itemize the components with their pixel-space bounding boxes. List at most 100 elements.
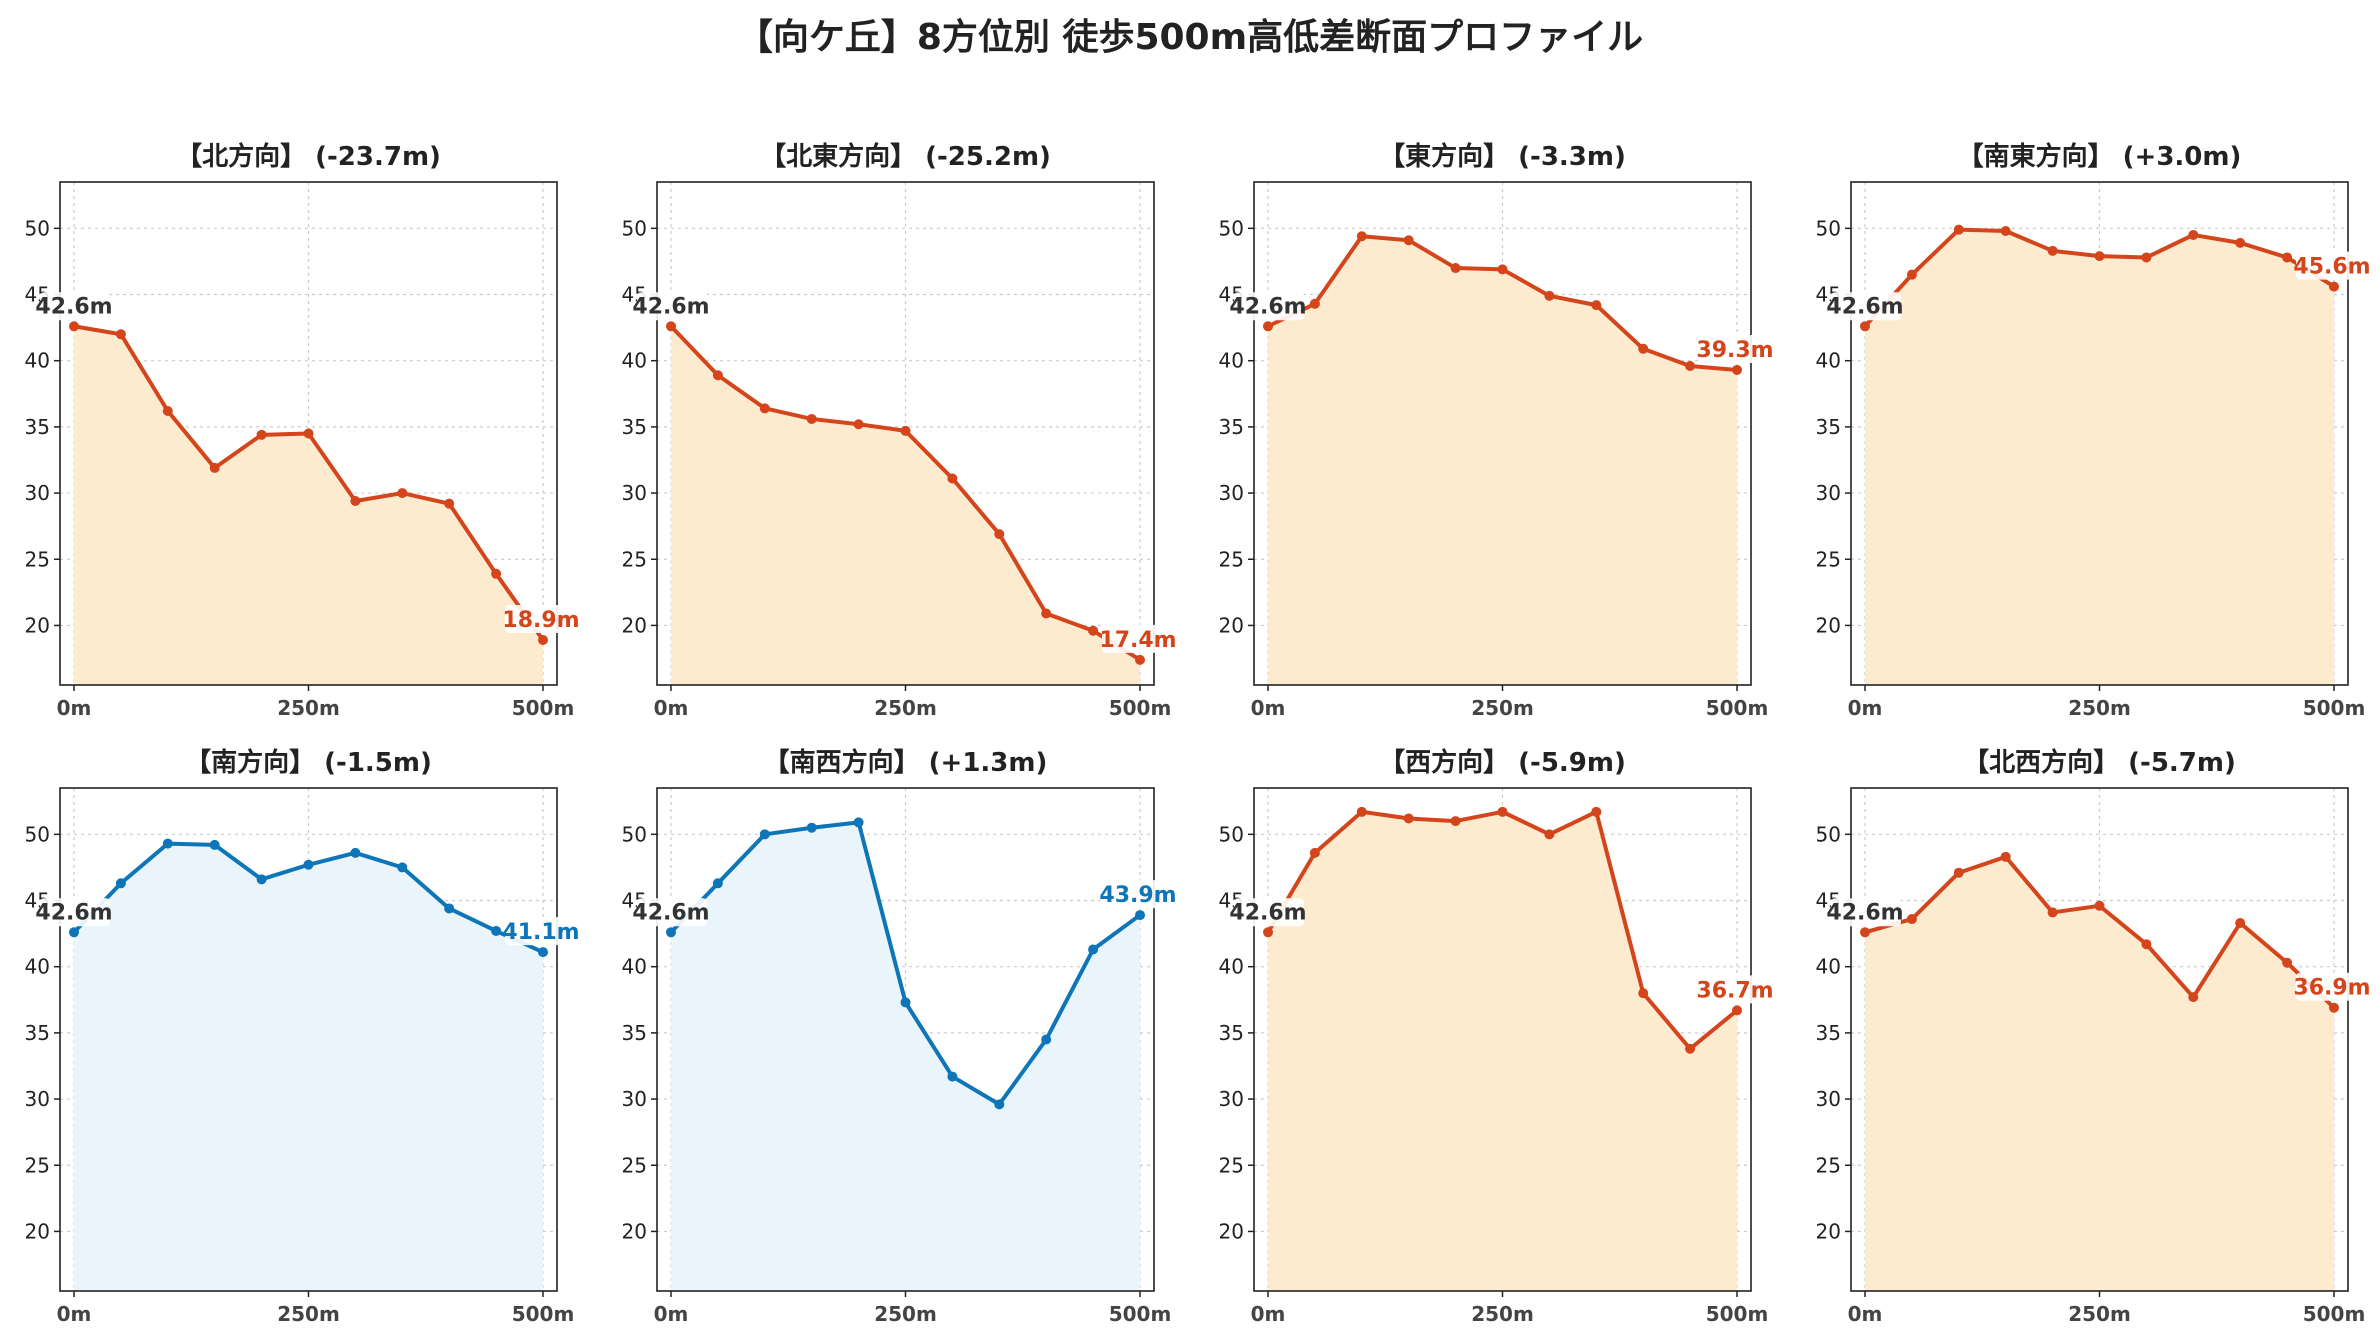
data-point xyxy=(2000,225,2011,236)
end-label-box xyxy=(1102,880,1174,909)
start-label-box xyxy=(637,292,707,321)
data-point xyxy=(350,496,361,507)
y-tick-label: 30 xyxy=(1219,1087,1244,1111)
y-tick-label: 25 xyxy=(25,547,50,571)
data-point xyxy=(1263,321,1273,332)
y-tick-label: 25 xyxy=(1219,1153,1244,1177)
page-title: 【向ケ丘】8方位別 徒歩500m高低差断面プロファイル xyxy=(736,17,1644,58)
y-tick-label: 50 xyxy=(622,216,647,240)
elevation-area xyxy=(1268,236,1737,685)
y-tick-label: 40 xyxy=(622,955,647,979)
end-label-box xyxy=(505,604,577,633)
y-tick-label: 30 xyxy=(622,1087,647,1111)
start-elevation-label: 42.6m xyxy=(1229,294,1306,319)
data-point xyxy=(2047,907,2058,918)
data-point xyxy=(1309,298,1320,309)
data-point xyxy=(256,874,267,885)
y-tick-label: 35 xyxy=(1816,1021,1841,1045)
y-tick-label: 30 xyxy=(1219,481,1244,505)
end-elevation-label: 17.4m xyxy=(1099,628,1176,653)
y-tick-label: 20 xyxy=(1219,1219,1244,1243)
data-point xyxy=(1685,360,1696,371)
data-point xyxy=(900,425,911,436)
y-tick-label: 25 xyxy=(1816,547,1841,571)
data-point xyxy=(491,568,502,579)
data-point xyxy=(712,878,723,889)
y-tick-label: 35 xyxy=(1219,415,1244,439)
y-tick-label: 50 xyxy=(25,822,50,846)
data-point xyxy=(1591,806,1602,817)
x-tick-label: 0m xyxy=(1848,696,1883,720)
y-tick-label: 50 xyxy=(1219,822,1244,846)
start-label-box xyxy=(1234,292,1304,321)
chart-title: 【北東方向】 (-25.2m) xyxy=(760,142,1051,172)
x-tick-label: 250m xyxy=(277,1302,340,1326)
data-point xyxy=(1041,1034,1052,1045)
x-tick-label: 250m xyxy=(277,696,340,720)
start-elevation-label: 42.6m xyxy=(632,294,709,319)
chart-title: 【西方向】 (-5.9m) xyxy=(1379,748,1626,778)
data-point xyxy=(994,529,1005,540)
data-point xyxy=(1953,224,1964,235)
data-point xyxy=(1497,806,1508,817)
data-point xyxy=(1906,914,1917,925)
x-tick-label: 500m xyxy=(512,1302,575,1326)
data-point xyxy=(2282,252,2293,263)
data-point xyxy=(350,847,361,858)
data-point xyxy=(2047,245,2058,256)
data-point xyxy=(1544,290,1555,301)
data-point xyxy=(1403,235,1414,246)
data-point xyxy=(1450,816,1461,827)
elevation-area xyxy=(671,326,1140,685)
data-point xyxy=(69,321,79,332)
data-point xyxy=(303,859,314,870)
y-tick-label: 35 xyxy=(1219,1021,1244,1045)
x-tick-label: 250m xyxy=(874,1302,937,1326)
start-label-box xyxy=(40,898,110,927)
y-tick-label: 30 xyxy=(622,481,647,505)
data-point xyxy=(538,634,548,645)
y-tick-label: 30 xyxy=(1816,1087,1841,1111)
end-label-box xyxy=(1102,624,1174,653)
end-label-box xyxy=(2296,972,2368,1001)
start-elevation-label: 42.6m xyxy=(632,900,709,925)
end-label-box xyxy=(1699,975,1771,1004)
elevation-area xyxy=(671,822,1140,1291)
data-point xyxy=(1732,1005,1742,1016)
data-point xyxy=(994,1099,1005,1110)
y-tick-label: 30 xyxy=(1816,481,1841,505)
y-tick-label: 25 xyxy=(622,1153,647,1177)
data-point xyxy=(115,878,126,889)
x-tick-label: 500m xyxy=(1706,1302,1769,1326)
data-point xyxy=(1732,364,1742,375)
elevation-area xyxy=(74,843,543,1291)
data-point xyxy=(2188,229,2199,240)
data-point xyxy=(759,403,770,414)
y-tick-label: 25 xyxy=(622,547,647,571)
end-label-box xyxy=(1699,334,1771,363)
y-tick-label: 50 xyxy=(1816,216,1841,240)
chart-title: 【北方向】 (-23.7m) xyxy=(176,142,441,172)
y-tick-label: 40 xyxy=(1219,955,1244,979)
data-point xyxy=(162,838,173,849)
y-tick-label: 50 xyxy=(1816,822,1841,846)
y-tick-label: 35 xyxy=(25,415,50,439)
data-point xyxy=(666,927,676,938)
data-point xyxy=(209,462,220,473)
end-label-box xyxy=(2296,251,2368,280)
y-tick-label: 20 xyxy=(1816,613,1841,637)
data-point xyxy=(1309,847,1320,858)
data-point xyxy=(1906,269,1917,280)
data-point xyxy=(1497,264,1508,275)
y-tick-label: 25 xyxy=(1816,1153,1841,1177)
y-tick-label: 25 xyxy=(25,1153,50,1177)
data-point xyxy=(853,419,864,430)
y-tick-label: 35 xyxy=(622,1021,647,1045)
data-point xyxy=(2188,992,2199,1003)
data-point xyxy=(1088,625,1099,636)
start-label-box xyxy=(637,898,707,927)
